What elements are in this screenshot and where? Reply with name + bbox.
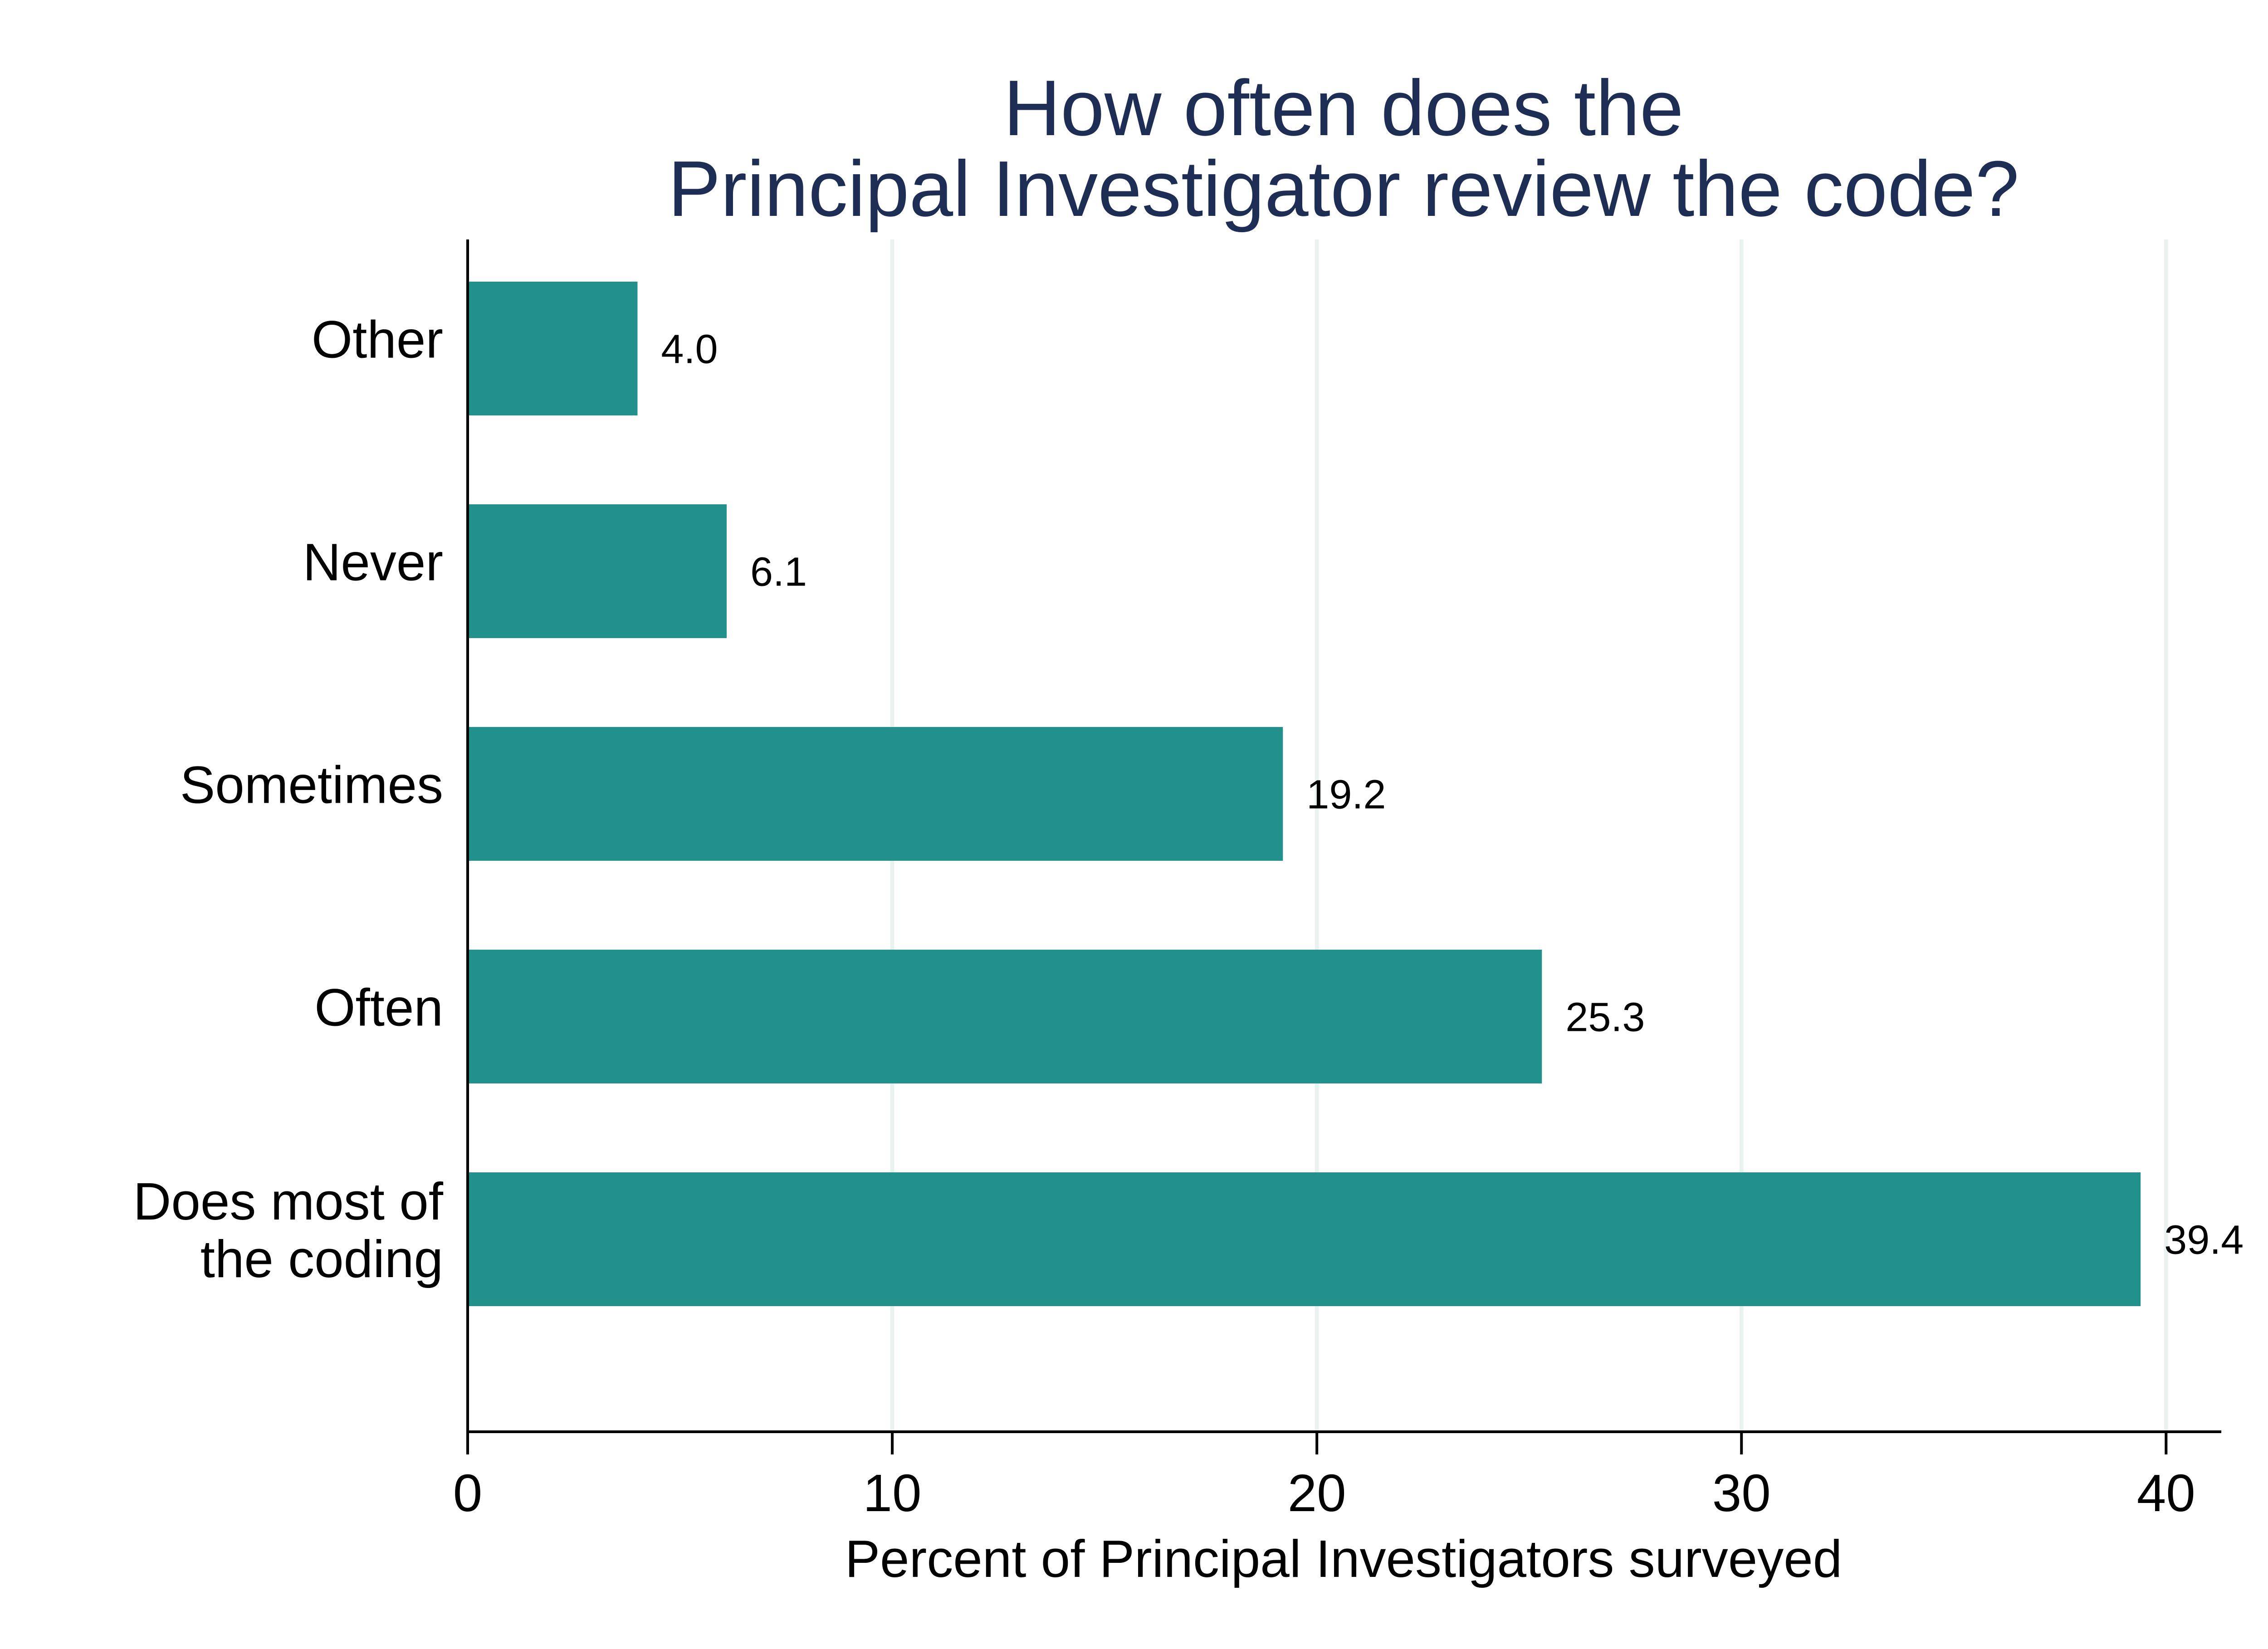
chart-title-line: How often does the xyxy=(1003,63,1683,152)
x-axis-title: Percent of Principal Investigators surve… xyxy=(845,1529,1843,1588)
chart-title: How often does the Principal Investigator… xyxy=(668,63,2019,233)
x-tick-label: 0 xyxy=(453,1464,483,1522)
chart-title-line: Principal Investigator review the code? xyxy=(668,144,2019,233)
category-label: Does most of xyxy=(133,1172,444,1231)
bar xyxy=(468,504,727,638)
bar xyxy=(468,282,638,415)
x-tick-layer: 0 10 20 30 40 xyxy=(453,1432,2195,1522)
value-label-layer: 4.0 6.1 19.2 25.3 39.4 xyxy=(661,327,2244,1263)
value-label: 6.1 xyxy=(750,550,807,595)
x-tick-label: 40 xyxy=(2137,1464,2195,1522)
category-label: Other xyxy=(312,310,443,369)
value-label: 25.3 xyxy=(1565,995,1645,1040)
value-label: 39.4 xyxy=(2164,1218,2244,1263)
category-label: Often xyxy=(314,978,443,1037)
value-label: 4.0 xyxy=(661,327,718,372)
bar xyxy=(468,1172,2141,1306)
bar xyxy=(468,727,1283,861)
x-tick-label: 20 xyxy=(1288,1464,1346,1522)
category-label-layer: Other Never Sometimes Often Does most ofthe … xyxy=(133,310,444,1289)
bar-layer xyxy=(468,282,2141,1306)
category-label: Never xyxy=(303,533,443,592)
category-label: Sometimes xyxy=(180,756,443,815)
x-tick-label: 10 xyxy=(863,1464,922,1522)
x-tick-label: 30 xyxy=(1712,1464,1771,1522)
category-label: the coding xyxy=(200,1229,443,1288)
bar xyxy=(468,950,1542,1083)
value-label: 19.2 xyxy=(1306,772,1386,818)
